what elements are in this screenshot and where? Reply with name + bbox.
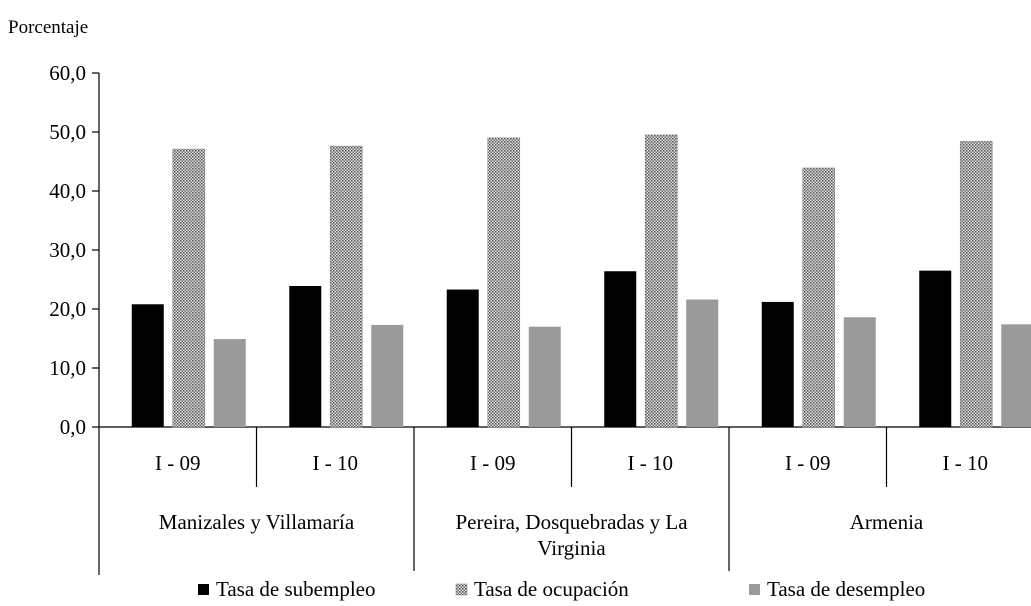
axes: 0,0 10,0 20,0 30,0 40,0 50,0 60,0: [49, 61, 1031, 575]
y-tick-label: 10,0: [49, 356, 86, 380]
bar-tasa-de-subempleo: [919, 270, 952, 427]
bar-tasa-de-subempleo: [604, 271, 637, 427]
y-tick-label: 20,0: [49, 297, 86, 321]
bar-tasa-de-subempleo: [761, 301, 794, 427]
x-tick-labels: I - 09 I - 10 I - 09 I - 10 I - 09 I - 10 Mani…: [155, 451, 988, 560]
x-tick-label: I - 10: [943, 451, 989, 475]
bar-tasa-de-desempleo: [843, 317, 876, 427]
x-tick-label: I - 09: [785, 451, 831, 475]
bar-tasa-de-subempleo: [131, 304, 164, 427]
legend-swatch: [198, 584, 209, 595]
group-label: Pereira, Dosquebradas y La Virginia: [455, 510, 688, 560]
bar-tasa-de-subempleo: [289, 285, 322, 427]
bar-tasa-de-desempleo: [371, 324, 404, 427]
legend-swatch: [455, 583, 468, 596]
bar-tasa-de-ocupacion: [487, 137, 521, 428]
y-tick-label: 0,0: [60, 415, 86, 439]
bar-tasa-de-ocupacion: [172, 148, 206, 428]
bar-tasa-de-ocupacion: [644, 134, 678, 428]
bar-tasa-de-ocupacion: [802, 167, 836, 428]
x-tick-label: I - 09: [155, 451, 201, 475]
x-tick-label: I - 10: [628, 451, 674, 475]
y-tick-label: 40,0: [49, 179, 86, 203]
group-label: Manizales y Villamaría: [159, 510, 355, 534]
bars: [131, 134, 1031, 428]
y-tick-label: 30,0: [49, 238, 86, 262]
bar-tasa-de-ocupacion: [329, 145, 363, 428]
bar-tasa-de-desempleo: [213, 339, 246, 427]
legend: Tasa de subempleo Tasa de ocupación Tasa d…: [198, 577, 925, 601]
y-tick-label: 50,0: [49, 120, 86, 144]
legend-label: Tasa de subempleo: [216, 577, 375, 601]
bar-tasa-de-subempleo: [446, 289, 479, 427]
bar-tasa-de-ocupacion: [959, 141, 993, 428]
x-tick-label: I - 10: [313, 451, 359, 475]
legend-swatch: [749, 584, 760, 595]
bar-tasa-de-desempleo: [1001, 324, 1031, 427]
y-axis-label: Porcentaje: [8, 17, 88, 38]
legend-label: Tasa de ocupación: [474, 577, 629, 601]
x-tick-label: I - 09: [470, 451, 516, 475]
bar-tasa-de-desempleo: [528, 326, 561, 427]
y-tick-label: 60,0: [49, 61, 86, 85]
legend-label: Tasa de desempleo: [767, 577, 925, 601]
group-label: Armenia: [850, 510, 924, 534]
bar-tasa-de-desempleo: [686, 299, 719, 427]
